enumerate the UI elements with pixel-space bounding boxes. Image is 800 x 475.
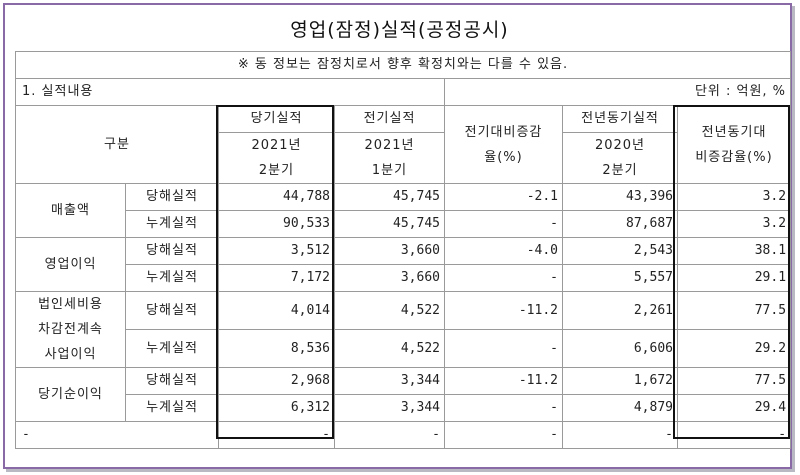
yoy-rate: 77.5 bbox=[676, 367, 792, 395]
table-row: 누계실적 6,312 3,344 - 4,879 29.4 bbox=[16, 394, 792, 422]
unit-label: 단위 : 억원, % bbox=[443, 78, 792, 106]
header-current-label: 당기실적 bbox=[218, 105, 335, 133]
table-row: 누계실적 90,533 45,745 - 87,687 3.2 bbox=[16, 210, 792, 238]
group-name: 당기순이익 bbox=[15, 367, 126, 422]
header-category: 구분 bbox=[15, 105, 219, 184]
yoy-value: 2,261 bbox=[562, 291, 678, 330]
row-type: 당해실적 bbox=[125, 291, 219, 330]
empty-cell: - bbox=[444, 421, 563, 449]
header-yoy-period: 2020년 2분기 bbox=[562, 132, 678, 184]
row-type: 누계실적 bbox=[125, 264, 219, 292]
yoy-rate: 77.5 bbox=[676, 291, 792, 330]
header-qoq: 전기대비증감 율(%) bbox=[444, 105, 563, 184]
prev-value: 4,522 bbox=[334, 329, 445, 368]
prev-value: 3,660 bbox=[334, 264, 445, 292]
yoy-rate: 29.2 bbox=[676, 329, 792, 368]
group-name: 영업이익 bbox=[15, 237, 126, 292]
yoy-value: 2,543 bbox=[562, 237, 678, 265]
current-value: 90,533 bbox=[218, 210, 335, 238]
current-value: 4,014 bbox=[218, 291, 335, 330]
yoy-rate: 3.2 bbox=[676, 183, 792, 211]
qoq-value: -11.2 bbox=[444, 291, 563, 330]
table-row: 당기순이익 당해실적 2,968 3,344 -11.2 1,672 77.5 bbox=[15, 367, 792, 422]
current-value: 2,968 bbox=[218, 367, 335, 395]
section-row: 1. 실적내용 단위 : 억원, % bbox=[15, 78, 792, 106]
notice-text: ※ 동 정보는 잠정치로서 향후 확정치와는 다를 수 있음. bbox=[14, 51, 792, 79]
current-value: 7,172 bbox=[218, 264, 335, 292]
table-row: 매출액 당해실적 44,788 45,745 -2.1 43,396 3.2 bbox=[15, 183, 792, 238]
page-title: 영업(잠정)실적(공정공시) bbox=[290, 19, 509, 41]
empty-cell: - bbox=[562, 421, 678, 449]
section-label: 1. 실적내용 bbox=[15, 78, 445, 106]
yoy-value: 43,396 bbox=[562, 183, 678, 211]
yoy-value: 1,672 bbox=[562, 367, 678, 395]
yoy-value: 6,606 bbox=[562, 329, 678, 368]
yoy-rate: 3.2 bbox=[676, 210, 792, 238]
header-yoy-rate: 전년동기대 비증감율(%) bbox=[676, 105, 792, 184]
empty-cell: - bbox=[334, 421, 445, 449]
header-current-period: 2021년 2분기 bbox=[218, 132, 335, 184]
header-prev-label: 전기실적 bbox=[334, 105, 445, 133]
earnings-table: ※ 동 정보는 잠정치로서 향후 확정치와는 다를 수 있음. 1. 실적내용 … bbox=[14, 51, 792, 449]
prev-value: 3,344 bbox=[334, 367, 445, 395]
table-row-empty: - - - - - - bbox=[15, 421, 792, 449]
empty-label: - bbox=[15, 421, 219, 449]
empty-cell: - bbox=[218, 421, 335, 449]
empty-cell: - bbox=[676, 421, 792, 449]
row-type: 당해실적 bbox=[125, 237, 219, 265]
header-prev-period: 2021년 1분기 bbox=[334, 132, 445, 184]
current-value: 6,312 bbox=[218, 394, 335, 422]
header-yoy-label: 전년동기실적 bbox=[562, 105, 678, 133]
prev-value: 45,745 bbox=[334, 183, 445, 211]
yoy-value: 5,557 bbox=[562, 264, 678, 292]
table-row: 누계실적 7,172 3,660 - 5,557 29.1 bbox=[16, 264, 792, 292]
notice-row: ※ 동 정보는 잠정치로서 향후 확정치와는 다를 수 있음. bbox=[14, 51, 792, 79]
yoy-rate: 29.4 bbox=[676, 394, 792, 422]
table-row: 누계실적 8,536 4,522 - 6,606 29.2 bbox=[16, 329, 792, 368]
current-value: 3,512 bbox=[218, 237, 335, 265]
table-row: 법인세비용 차감전계속 사업이익 당해실적 4,014 4,522 -11.2 … bbox=[15, 291, 792, 368]
qoq-value: - bbox=[444, 210, 563, 238]
group-name: 법인세비용 차감전계속 사업이익 bbox=[15, 291, 126, 368]
current-value: 8,536 bbox=[218, 329, 335, 368]
report-frame: 영업(잠정)실적(공정공시) ※ 동 정보는 잠정치로서 향후 확정치와는 다를… bbox=[3, 3, 792, 469]
qoq-value: - bbox=[444, 329, 563, 368]
row-type: 누계실적 bbox=[125, 394, 219, 422]
qoq-value: -2.1 bbox=[444, 183, 563, 211]
yoy-value: 4,879 bbox=[562, 394, 678, 422]
qoq-value: - bbox=[444, 264, 563, 292]
qoq-value: - bbox=[444, 394, 563, 422]
prev-value: 45,745 bbox=[334, 210, 445, 238]
prev-value: 3,660 bbox=[334, 237, 445, 265]
table-row: 영업이익 당해실적 3,512 3,660 -4.0 2,543 38.1 bbox=[15, 237, 792, 292]
header-row-1: 구분 당기실적 전기실적 전기대비증감 율(%) 전년동기실적 전년동기대 비증… bbox=[15, 105, 792, 184]
qoq-value: -4.0 bbox=[444, 237, 563, 265]
row-type: 누계실적 bbox=[125, 329, 219, 368]
row-type: 당해실적 bbox=[125, 183, 219, 211]
yoy-rate: 38.1 bbox=[676, 237, 792, 265]
prev-value: 4,522 bbox=[334, 291, 445, 330]
qoq-value: -11.2 bbox=[444, 367, 563, 395]
row-type: 당해실적 bbox=[125, 367, 219, 395]
current-value: 44,788 bbox=[218, 183, 335, 211]
prev-value: 3,344 bbox=[334, 394, 445, 422]
yoy-rate: 29.1 bbox=[676, 264, 792, 292]
row-type: 누계실적 bbox=[125, 210, 219, 238]
group-name: 매출액 bbox=[15, 183, 126, 238]
yoy-value: 87,687 bbox=[562, 210, 678, 238]
